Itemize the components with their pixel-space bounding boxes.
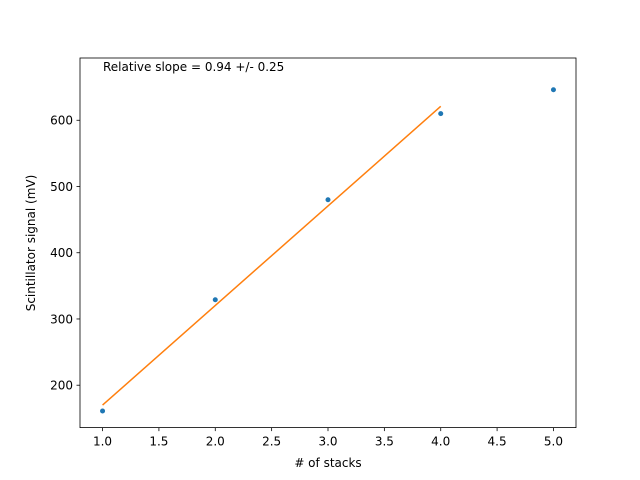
x-tick-label: 3.5 [375, 435, 394, 449]
x-axis-ticks: 1.0 1.5 2.0 2.5 3.0 3.5 4.0 4.5 5.0 [93, 427, 563, 449]
data-point [212, 297, 218, 303]
slope-annotation: Relative slope = 0.94 +/- 0.25 [103, 60, 284, 74]
x-tick-label: 5.0 [544, 435, 563, 449]
x-tick-label: 2.0 [206, 435, 225, 449]
fit-line [102, 105, 442, 406]
x-tick-label: 3.0 [318, 435, 337, 449]
plot-marks [100, 87, 556, 414]
y-tick-label: 300 [50, 312, 73, 326]
y-tick-label: 400 [50, 246, 73, 260]
x-tick-label: 2.5 [262, 435, 281, 449]
plot-background [80, 58, 576, 428]
data-point [100, 408, 106, 414]
y-axis-ticks: 200 300 400 500 600 [50, 114, 80, 393]
y-tick-label: 600 [50, 114, 73, 128]
x-tick-label: 1.0 [93, 435, 112, 449]
data-point [438, 111, 444, 117]
x-tick-label: 4.5 [488, 435, 507, 449]
y-axis-label: Scintillator signal (mV) [24, 175, 38, 312]
data-point [550, 87, 556, 93]
y-tick-label: 200 [50, 379, 73, 393]
y-tick-label: 500 [50, 180, 73, 194]
data-point [325, 197, 331, 203]
x-tick-label: 1.5 [149, 435, 168, 449]
x-tick-label: 4.0 [431, 435, 450, 449]
x-axis-label: # of stacks [294, 456, 361, 470]
